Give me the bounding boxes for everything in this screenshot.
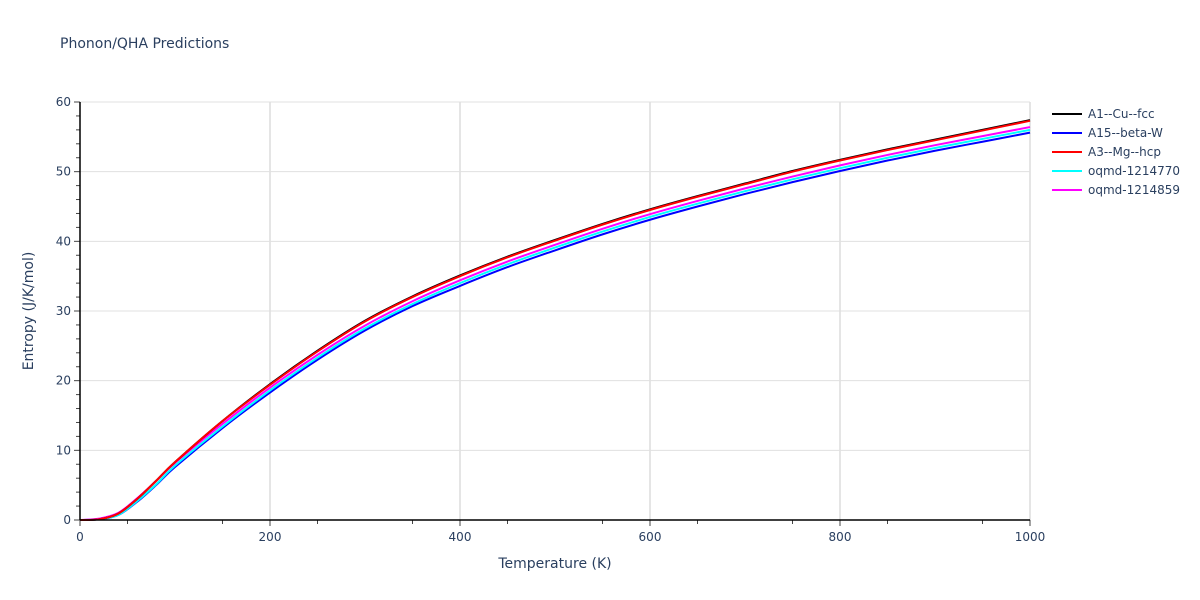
- y-tick-label: 30: [56, 304, 71, 318]
- axes: 0 200 400 600 800 1000 0 10 20 30 40 50 60: [56, 95, 1046, 544]
- legend-label: A1--Cu--fcc: [1088, 106, 1155, 121]
- series-line-A3--Mg--hcp[interactable]: [79, 119, 1031, 522]
- series-line-A15--beta-W[interactable]: [79, 131, 1031, 521]
- x-tick-label: 200: [259, 530, 282, 544]
- y-tick-label: 20: [56, 374, 71, 388]
- x-tick-label: 1000: [1015, 530, 1046, 544]
- legend-swatch-icon: [1052, 150, 1082, 153]
- legend-item[interactable]: A1--Cu--fcc: [1052, 104, 1180, 123]
- legend-swatch-icon: [1052, 131, 1082, 134]
- series-line-A1--Cu--fcc[interactable]: [79, 119, 1031, 522]
- series-lines: [79, 119, 1031, 522]
- y-tick-label: 0: [63, 513, 71, 527]
- y-axis-label: Entropy (J/K/mol): [21, 252, 37, 371]
- legend: A1--Cu--fcc A15--beta-W A3--Mg--hcp oqmd-12…: [1052, 104, 1180, 199]
- legend-label: A15--beta-W: [1088, 125, 1163, 140]
- legend-swatch-icon: [1052, 169, 1082, 172]
- legend-label: oqmd-1214859: [1088, 182, 1181, 197]
- chart-title: Phonon/QHA Predictions: [60, 36, 230, 52]
- legend-item[interactable]: oqmd-1214770: [1052, 161, 1180, 180]
- legend-label: oqmd-1214770: [1088, 163, 1181, 178]
- y-tick-label: 50: [56, 165, 71, 179]
- legend-swatch-icon: [1052, 112, 1082, 115]
- grid-lines: [80, 101, 1031, 520]
- x-tick-label: 600: [639, 530, 662, 544]
- x-tick-label: 800: [829, 530, 852, 544]
- legend-item[interactable]: A3--Mg--hcp: [1052, 142, 1180, 161]
- y-tick-label: 10: [56, 443, 71, 457]
- series-line-oqmd-1214859[interactable]: [79, 126, 1031, 521]
- legend-swatch-icon: [1052, 188, 1082, 191]
- x-tick-label: 400: [449, 530, 472, 544]
- series-line-oqmd-1214770[interactable]: [79, 128, 1031, 521]
- y-tick-label: 60: [56, 95, 71, 109]
- legend-label: A3--Mg--hcp: [1088, 144, 1161, 159]
- y-tick-label: 40: [56, 234, 71, 248]
- x-tick-label: 0: [76, 530, 84, 544]
- legend-item[interactable]: oqmd-1214859: [1052, 180, 1180, 199]
- x-axis-label: Temperature (K): [497, 556, 611, 572]
- legend-item[interactable]: A15--beta-W: [1052, 123, 1180, 142]
